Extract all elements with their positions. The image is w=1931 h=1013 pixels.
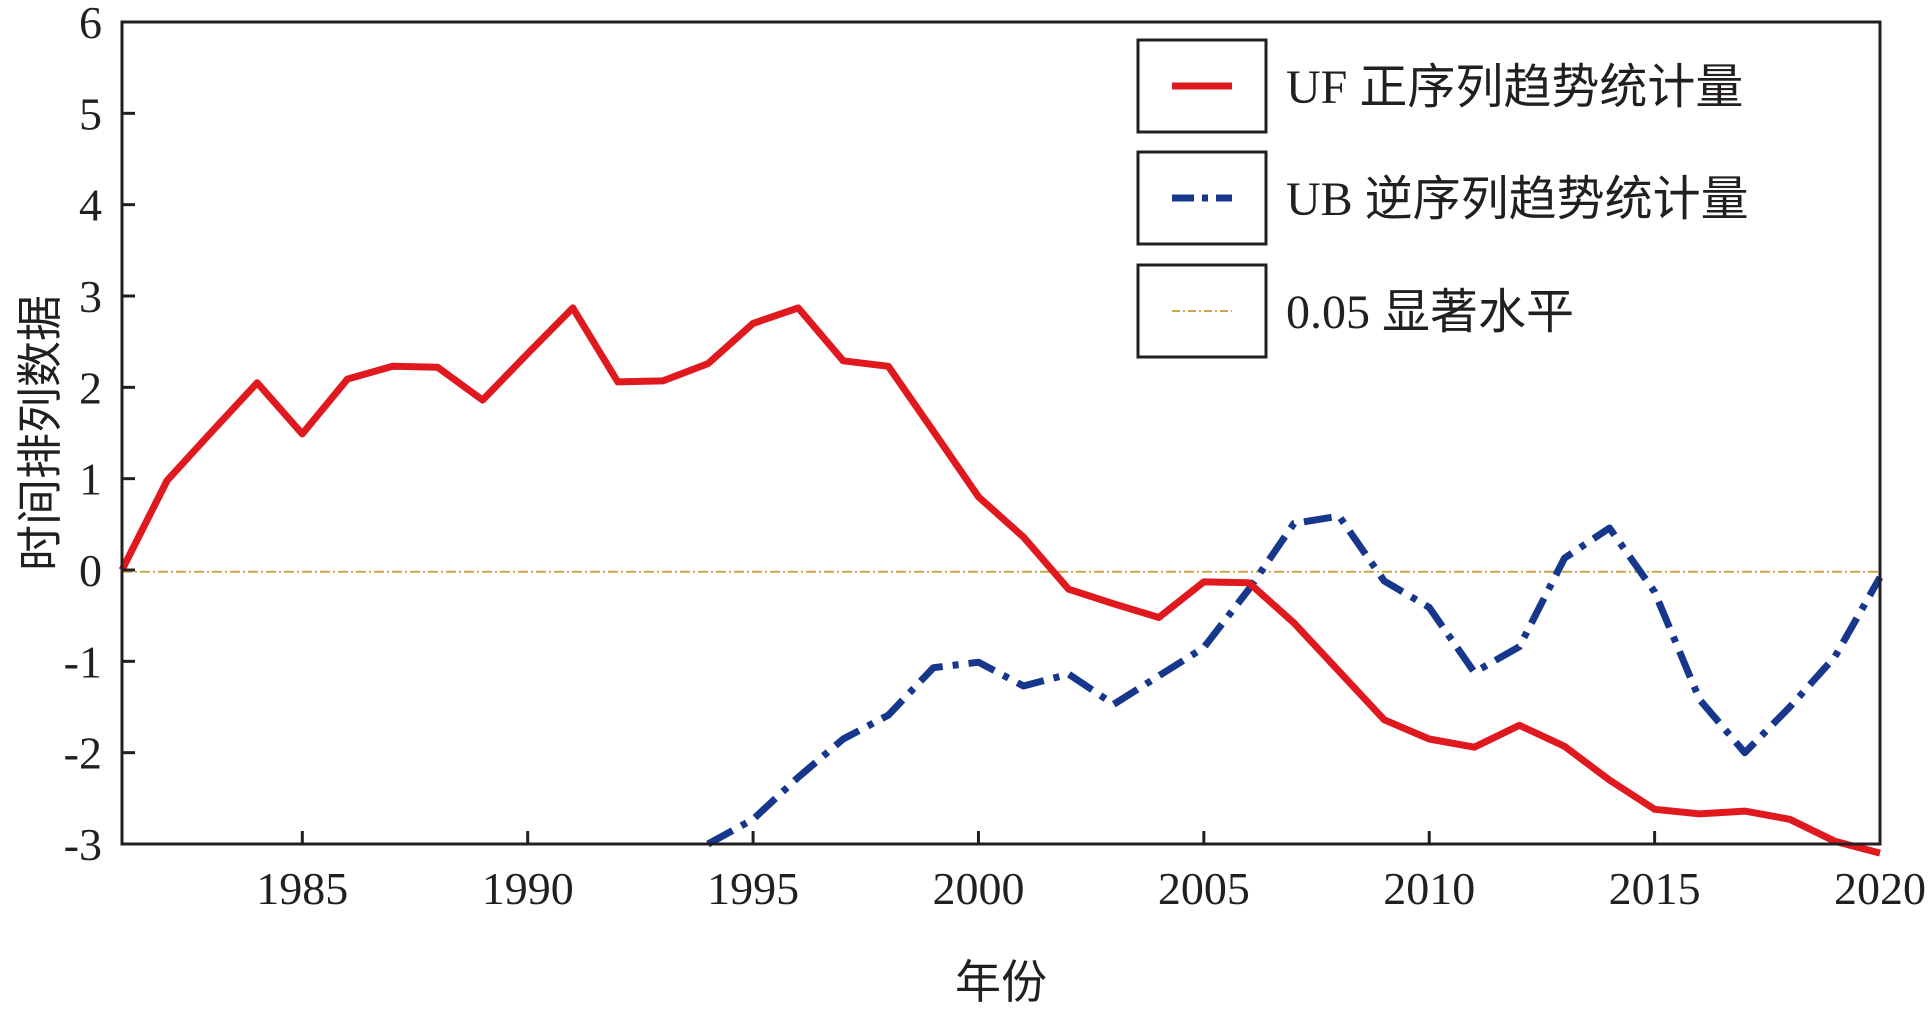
- series-line-2: [706, 512, 1884, 848]
- y-tick-label: -1: [64, 636, 102, 687]
- y-tick-label: 0: [79, 545, 102, 596]
- x-tick-label: 1990: [482, 863, 574, 914]
- x-tick-label: 2015: [1609, 863, 1701, 914]
- legend-box: [1136, 263, 1268, 359]
- y-axis-title: 时间排列数据: [15, 295, 66, 571]
- legend: UF 正序列趋势统计量 UB 逆序列趋势统计量 0.05 显著水平: [1136, 38, 1749, 359]
- y-tick-label: 1: [79, 454, 102, 505]
- y-axis: -3 -2 -1 0 1 2 3 4 5 6: [64, 0, 135, 870]
- y-tick-label: 6: [79, 0, 102, 48]
- legend-label: UB 逆序列趋势统计量: [1286, 173, 1749, 226]
- plot-frame: [120, 20, 1882, 846]
- x-axis-title: 年份: [955, 957, 1047, 1008]
- y-tick-label: 3: [79, 271, 102, 322]
- x-tick-label: 1995: [707, 863, 799, 914]
- x-tick-label: 2010: [1383, 863, 1475, 914]
- y-tick-label: -3: [64, 819, 102, 870]
- x-tick-label: 2020: [1834, 863, 1926, 914]
- series-line-1: [118, 304, 1881, 857]
- y-tick-label: -2: [64, 728, 102, 779]
- y-tick-label: 2: [79, 362, 102, 413]
- x-tick-label: 1985: [256, 863, 348, 914]
- x-tick-label: 2000: [932, 863, 1024, 914]
- x-axis: 1985 1990 1995 2000 2005 2010 2015 2020: [256, 831, 1926, 914]
- legend-label: 0.05 显著水平: [1286, 286, 1574, 339]
- plot-area: [118, 304, 1884, 857]
- y-tick-label: 5: [79, 88, 102, 139]
- x-tick-label: 2005: [1158, 863, 1250, 914]
- legend-box: [1136, 38, 1268, 134]
- y-tick-label: 4: [79, 180, 102, 231]
- legend-label: UF 正序列趋势统计量: [1286, 61, 1743, 114]
